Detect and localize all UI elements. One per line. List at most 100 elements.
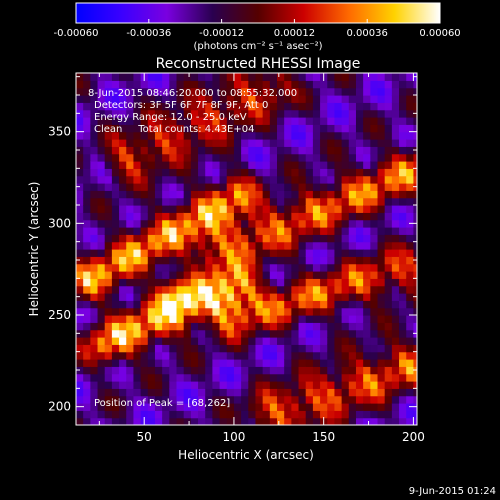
heatmap-cell xyxy=(341,146,350,155)
heatmap-cell xyxy=(312,315,321,323)
heatmap-cell xyxy=(284,373,292,382)
heatmap-cell xyxy=(348,278,357,287)
heatmap-cell xyxy=(83,205,91,213)
heatmap-cell xyxy=(298,403,307,411)
heatmap-cell xyxy=(97,212,106,221)
heatmap-cell xyxy=(140,337,149,345)
heatmap-cell xyxy=(355,315,364,323)
heatmap-cell xyxy=(399,212,407,221)
heatmap-cell xyxy=(241,234,249,243)
heatmap-cell xyxy=(119,381,127,389)
heatmap-cell xyxy=(284,124,292,133)
heatmap-cell xyxy=(147,271,156,279)
heatmap-cell xyxy=(298,153,307,162)
heatmap-cell xyxy=(377,131,386,140)
heatmap-cell xyxy=(255,109,264,118)
heatmap-cell xyxy=(413,234,417,243)
heatmap-cell xyxy=(341,271,350,279)
heatmap-cell xyxy=(205,373,213,382)
heatmap-cell xyxy=(126,102,135,111)
heatmap-cell xyxy=(198,190,206,199)
heatmap-cell xyxy=(104,293,113,301)
heatmap-cell xyxy=(140,271,149,279)
heatmap-cell xyxy=(190,190,199,199)
heatmap-cell xyxy=(147,139,156,147)
heatmap-cell xyxy=(241,344,249,353)
heatmap-cell xyxy=(90,95,99,103)
heatmap-cell xyxy=(154,234,163,243)
heatmap-cell xyxy=(312,263,321,272)
heatmap-cell xyxy=(391,241,400,250)
heatmap-cell xyxy=(212,300,221,309)
heatmap-cell xyxy=(298,124,307,133)
heatmap-cell xyxy=(190,344,199,353)
heatmap-cell xyxy=(277,95,285,103)
heatmap-cell xyxy=(406,80,415,89)
heatmap-cell xyxy=(198,87,206,96)
heatmap-cell xyxy=(348,197,357,206)
heatmap-cell xyxy=(363,205,371,213)
heatmap-cell xyxy=(348,80,357,89)
heatmap-cell xyxy=(363,344,371,353)
heatmap-cell xyxy=(147,80,156,89)
heatmap-cell xyxy=(219,417,228,425)
heatmap-cell xyxy=(305,117,314,125)
heatmap-cell xyxy=(327,197,336,206)
heatmap-cell xyxy=(391,381,400,389)
heatmap-cell xyxy=(133,307,142,316)
heatmap-cell xyxy=(348,322,357,331)
heatmap-cell xyxy=(327,168,336,177)
heatmap-cell xyxy=(233,403,242,411)
heatmap-cell xyxy=(176,95,185,103)
heatmap-cell xyxy=(119,168,127,177)
heatmap-cell xyxy=(305,337,314,345)
heatmap-cell xyxy=(298,366,307,375)
heatmap-cell xyxy=(320,109,328,118)
heatmap-cell xyxy=(377,293,386,301)
heatmap-cell xyxy=(205,359,213,367)
heatmap-cell xyxy=(355,263,364,272)
heatmap-cell xyxy=(241,102,249,111)
heatmap-cell xyxy=(190,197,199,206)
heatmap-cell xyxy=(399,373,407,382)
heatmap-cell xyxy=(212,322,221,331)
heatmap-cell xyxy=(190,395,199,404)
heatmap-cell xyxy=(327,351,336,360)
heatmap-cell xyxy=(262,212,271,221)
heatmap-cell xyxy=(341,161,350,169)
heatmap-cell xyxy=(341,285,350,294)
heatmap-cell xyxy=(384,381,393,389)
heatmap-cell xyxy=(284,227,292,235)
heatmap-cell xyxy=(391,102,400,111)
heatmap-cell xyxy=(413,271,417,279)
heatmap-cell xyxy=(176,278,185,287)
heatmap-cell xyxy=(348,190,357,199)
heatmap-cell xyxy=(190,80,199,89)
heatmap-cell xyxy=(190,410,199,419)
heatmap-cell xyxy=(384,263,393,272)
heatmap-cell xyxy=(241,300,249,309)
heatmap-cell xyxy=(277,234,285,243)
heatmap-cell xyxy=(169,102,178,111)
heatmap-cell xyxy=(97,381,106,389)
heatmap-cell xyxy=(205,285,213,294)
heatmap-cell xyxy=(406,300,415,309)
heatmap-cell xyxy=(355,139,364,147)
heatmap-cell xyxy=(363,95,371,103)
heatmap-cell xyxy=(162,395,170,404)
heatmap-cell xyxy=(384,139,393,147)
heatmap-cell xyxy=(133,73,142,81)
colorbar-tick-label: 0.00060 xyxy=(419,28,460,39)
heatmap-cell xyxy=(406,146,415,155)
heatmap-cell xyxy=(83,256,91,265)
heatmap-cell xyxy=(169,161,178,169)
heatmap-cell xyxy=(341,168,350,177)
heatmap-cell xyxy=(169,131,178,140)
heatmap-cell xyxy=(262,366,271,375)
heatmap-cell xyxy=(183,139,192,147)
heatmap-cell xyxy=(312,153,321,162)
heatmap-cell xyxy=(384,373,393,382)
heatmap-cell xyxy=(183,117,192,125)
heatmap-cell xyxy=(391,227,400,235)
